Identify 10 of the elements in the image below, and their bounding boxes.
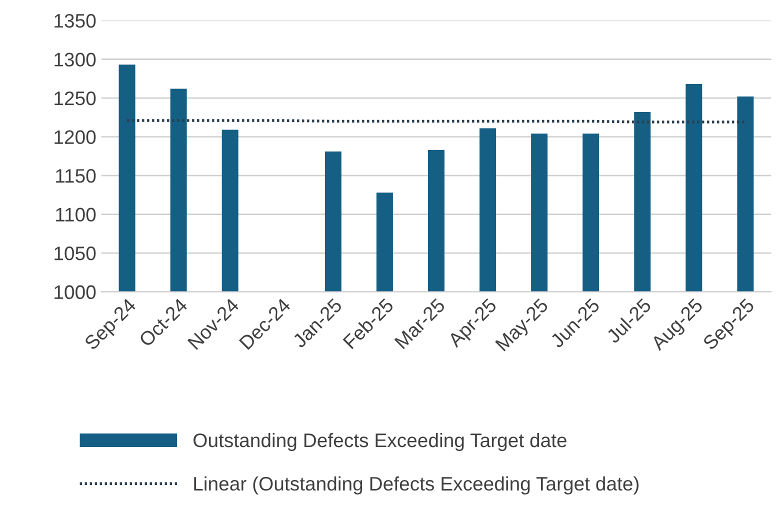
y-tick-label: 1200	[54, 130, 96, 144]
legend-label: Outstanding Defects Exceeding Target date	[194, 432, 566, 452]
y-tick-label: 1000	[54, 285, 96, 300]
y-tick-label: 1050	[54, 246, 96, 260]
y-tick-label: 1350	[54, 14, 96, 28]
y-tick-label: 1100	[56, 208, 96, 222]
y-tick-label: 1300	[54, 52, 96, 66]
y-tick-label: 1250	[54, 91, 96, 106]
legend-label: Linear (Outstanding Defects Exceeding Target date)	[194, 476, 639, 494]
y-tick-label: 1150	[56, 169, 96, 183]
